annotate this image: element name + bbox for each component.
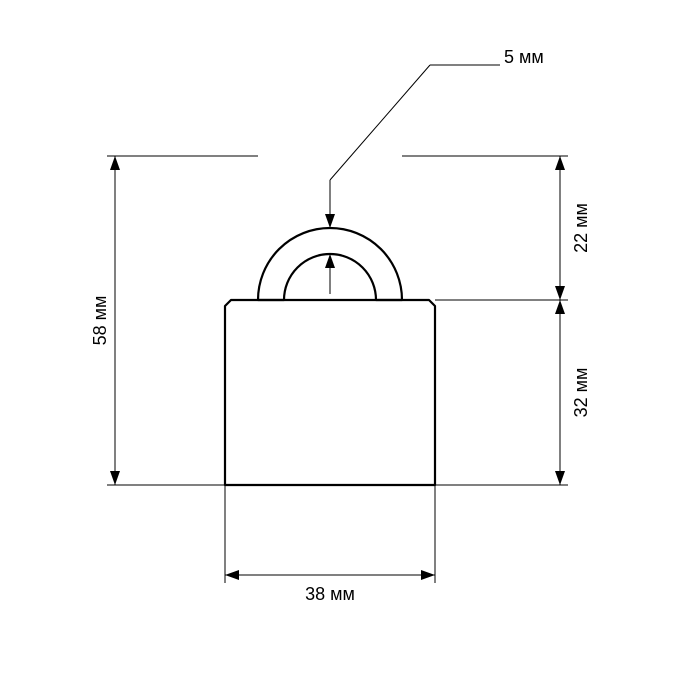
dim-total-height: 58 мм	[90, 296, 110, 346]
dim-shackle-thickness: 5 мм	[504, 47, 544, 67]
dim-body-height: 32 мм	[571, 368, 591, 418]
dim-body-width: 38 мм	[305, 584, 355, 604]
dim-shackle-height: 22 мм	[571, 203, 591, 253]
padlock-body	[225, 300, 435, 485]
padlock-technical-drawing: 58 мм 22 мм 32 мм 38 мм 5 мм	[0, 0, 700, 700]
